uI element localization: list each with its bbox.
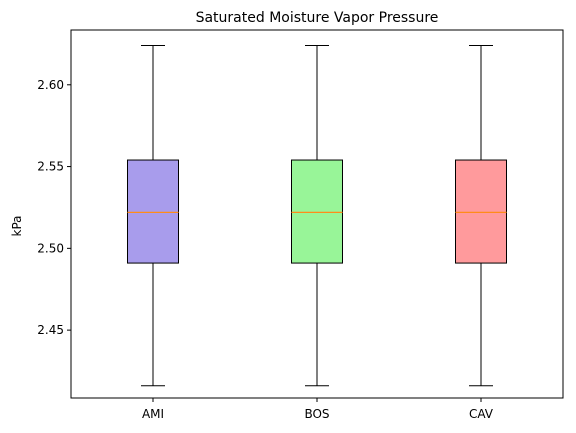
y-tick-label: 2.50 [37, 241, 64, 255]
box-ami [127, 159, 179, 264]
y-axis-label: kPa [10, 216, 24, 237]
box-cav [455, 159, 507, 264]
x-tick-label: AMI [142, 407, 164, 421]
y-tick-label: 2.60 [37, 78, 64, 92]
y-tick-label: 2.55 [37, 160, 64, 174]
y-tick-label: 2.45 [37, 323, 64, 337]
x-tick-label: CAV [469, 407, 494, 421]
plot-frame [70, 29, 564, 399]
x-tick-label: BOS [304, 407, 329, 421]
chart-title: Saturated Moisture Vapor Pressure [196, 10, 439, 26]
plot-area: 2.45 2.50 2.55 2.60 AMI BOS CAV [37, 45, 507, 421]
box-bos [291, 159, 343, 264]
